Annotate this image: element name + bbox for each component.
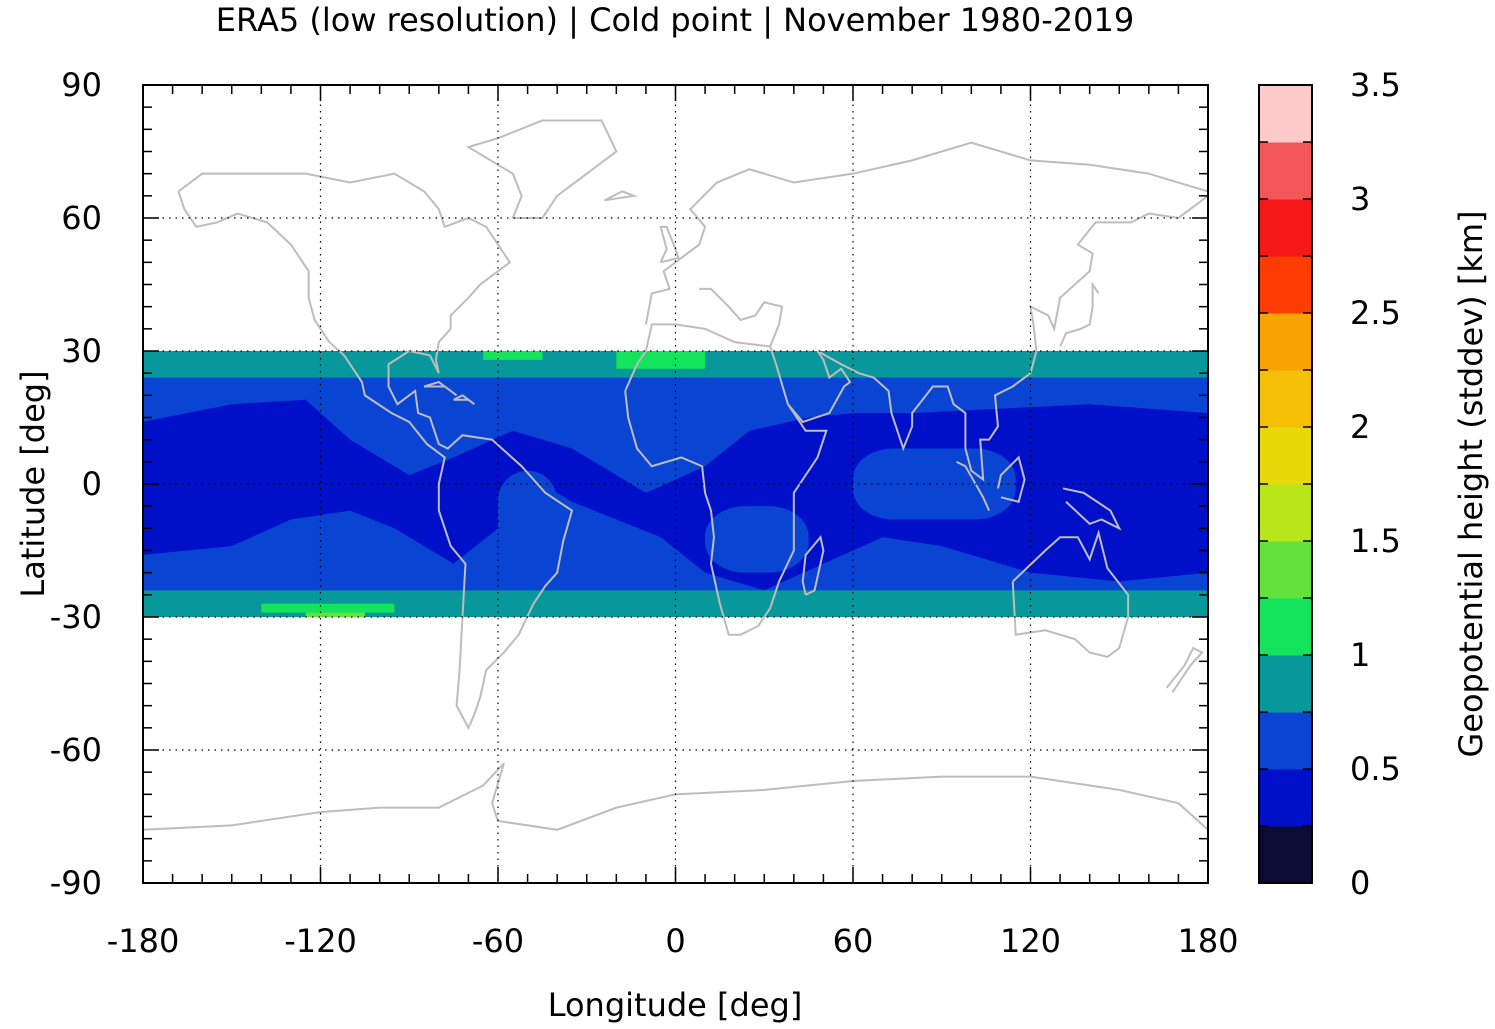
x-tick-label: 120	[1000, 922, 1061, 960]
chart-title: ERA5 (low resolution) | Cold point | Nov…	[216, 1, 1134, 39]
colorbar-swatch	[1259, 712, 1312, 770]
x-tick-label: 60	[833, 922, 874, 960]
y-tick-label: -30	[50, 598, 102, 636]
colorbar-swatch	[1259, 541, 1312, 599]
colorbar-tick-label: 0	[1350, 864, 1370, 902]
x-tick-label: -60	[472, 922, 524, 960]
field-patch	[616, 351, 706, 369]
coastline	[659, 225, 680, 264]
y-tick-label: 0	[82, 465, 102, 503]
coastline	[699, 287, 784, 347]
colorbar-swatch	[1259, 142, 1312, 200]
coastline	[644, 141, 1209, 325]
colorbar-tick-label: 1.5	[1350, 522, 1401, 560]
coastline	[996, 455, 1026, 503]
colorbar-swatch	[1259, 199, 1312, 257]
colorbar-tick-label: 2	[1350, 408, 1370, 446]
y-tick-label: -60	[50, 731, 102, 769]
coastline	[465, 119, 618, 219]
x-axis-label: Longitude [deg]	[548, 986, 803, 1024]
colorbar-tick-label: 3	[1350, 180, 1370, 218]
coastline	[1062, 487, 1122, 531]
colorbar-tick-label: 0.5	[1350, 750, 1401, 788]
colorbar-swatch	[1259, 655, 1312, 713]
y-tick-label: 30	[61, 332, 102, 370]
coastline	[956, 460, 990, 512]
coastline	[604, 190, 639, 202]
coastlines	[142, 119, 1209, 831]
x-tick-label: -180	[107, 922, 180, 960]
colorbar-swatch	[1259, 370, 1312, 428]
coastline	[1165, 646, 1204, 693]
y-tick-label: 90	[61, 66, 102, 104]
colorbar-swatch	[1259, 85, 1312, 143]
colorbar-label: Geopotential height (stddev) [km]	[1452, 210, 1490, 757]
field-patch-inner	[705, 506, 809, 573]
colorbar-swatch	[1259, 598, 1312, 656]
coastline	[423, 380, 458, 397]
x-tick-label: 180	[1177, 922, 1238, 960]
colorbar-tick-label: 2.5	[1350, 294, 1401, 332]
colorbar-tick-label: 3.5	[1350, 66, 1401, 104]
coastline	[801, 534, 825, 596]
y-axis-label: Latitude [deg]	[14, 370, 52, 597]
field-patch-inner	[498, 470, 558, 573]
colorbar-swatch	[1259, 484, 1312, 542]
data-layer	[143, 351, 1208, 617]
colorbar: 0 0.5 1 1.5 2 2.5 3 3.5	[1258, 66, 1401, 902]
y-tick-label: -90	[50, 864, 102, 902]
field-patch	[483, 351, 543, 360]
coastline	[1059, 281, 1100, 347]
coastline	[624, 323, 828, 636]
field-patch	[305, 612, 365, 617]
colorbar-swatch	[1259, 769, 1312, 827]
colorbar-swatch	[1259, 826, 1312, 884]
colorbar-swatch	[1259, 256, 1312, 314]
field-patch-inner	[853, 448, 1016, 520]
x-tick-label: -120	[284, 922, 357, 960]
colorbar-swatch	[1259, 313, 1312, 371]
field-patch	[261, 603, 395, 613]
axes: -180 -120 -60 0 60 120 180 90 60 30 0 -30 -60 -90	[50, 66, 1239, 960]
y-tick-label: 60	[61, 199, 102, 237]
coastline	[787, 195, 1209, 482]
coastline	[1011, 529, 1130, 658]
colorbar-tick-label: 1	[1350, 636, 1370, 674]
x-tick-label: 0	[665, 922, 685, 960]
coastline	[453, 394, 475, 406]
coastline	[177, 172, 574, 731]
colorbar-swatch	[1259, 427, 1312, 485]
coastline	[142, 762, 1209, 831]
